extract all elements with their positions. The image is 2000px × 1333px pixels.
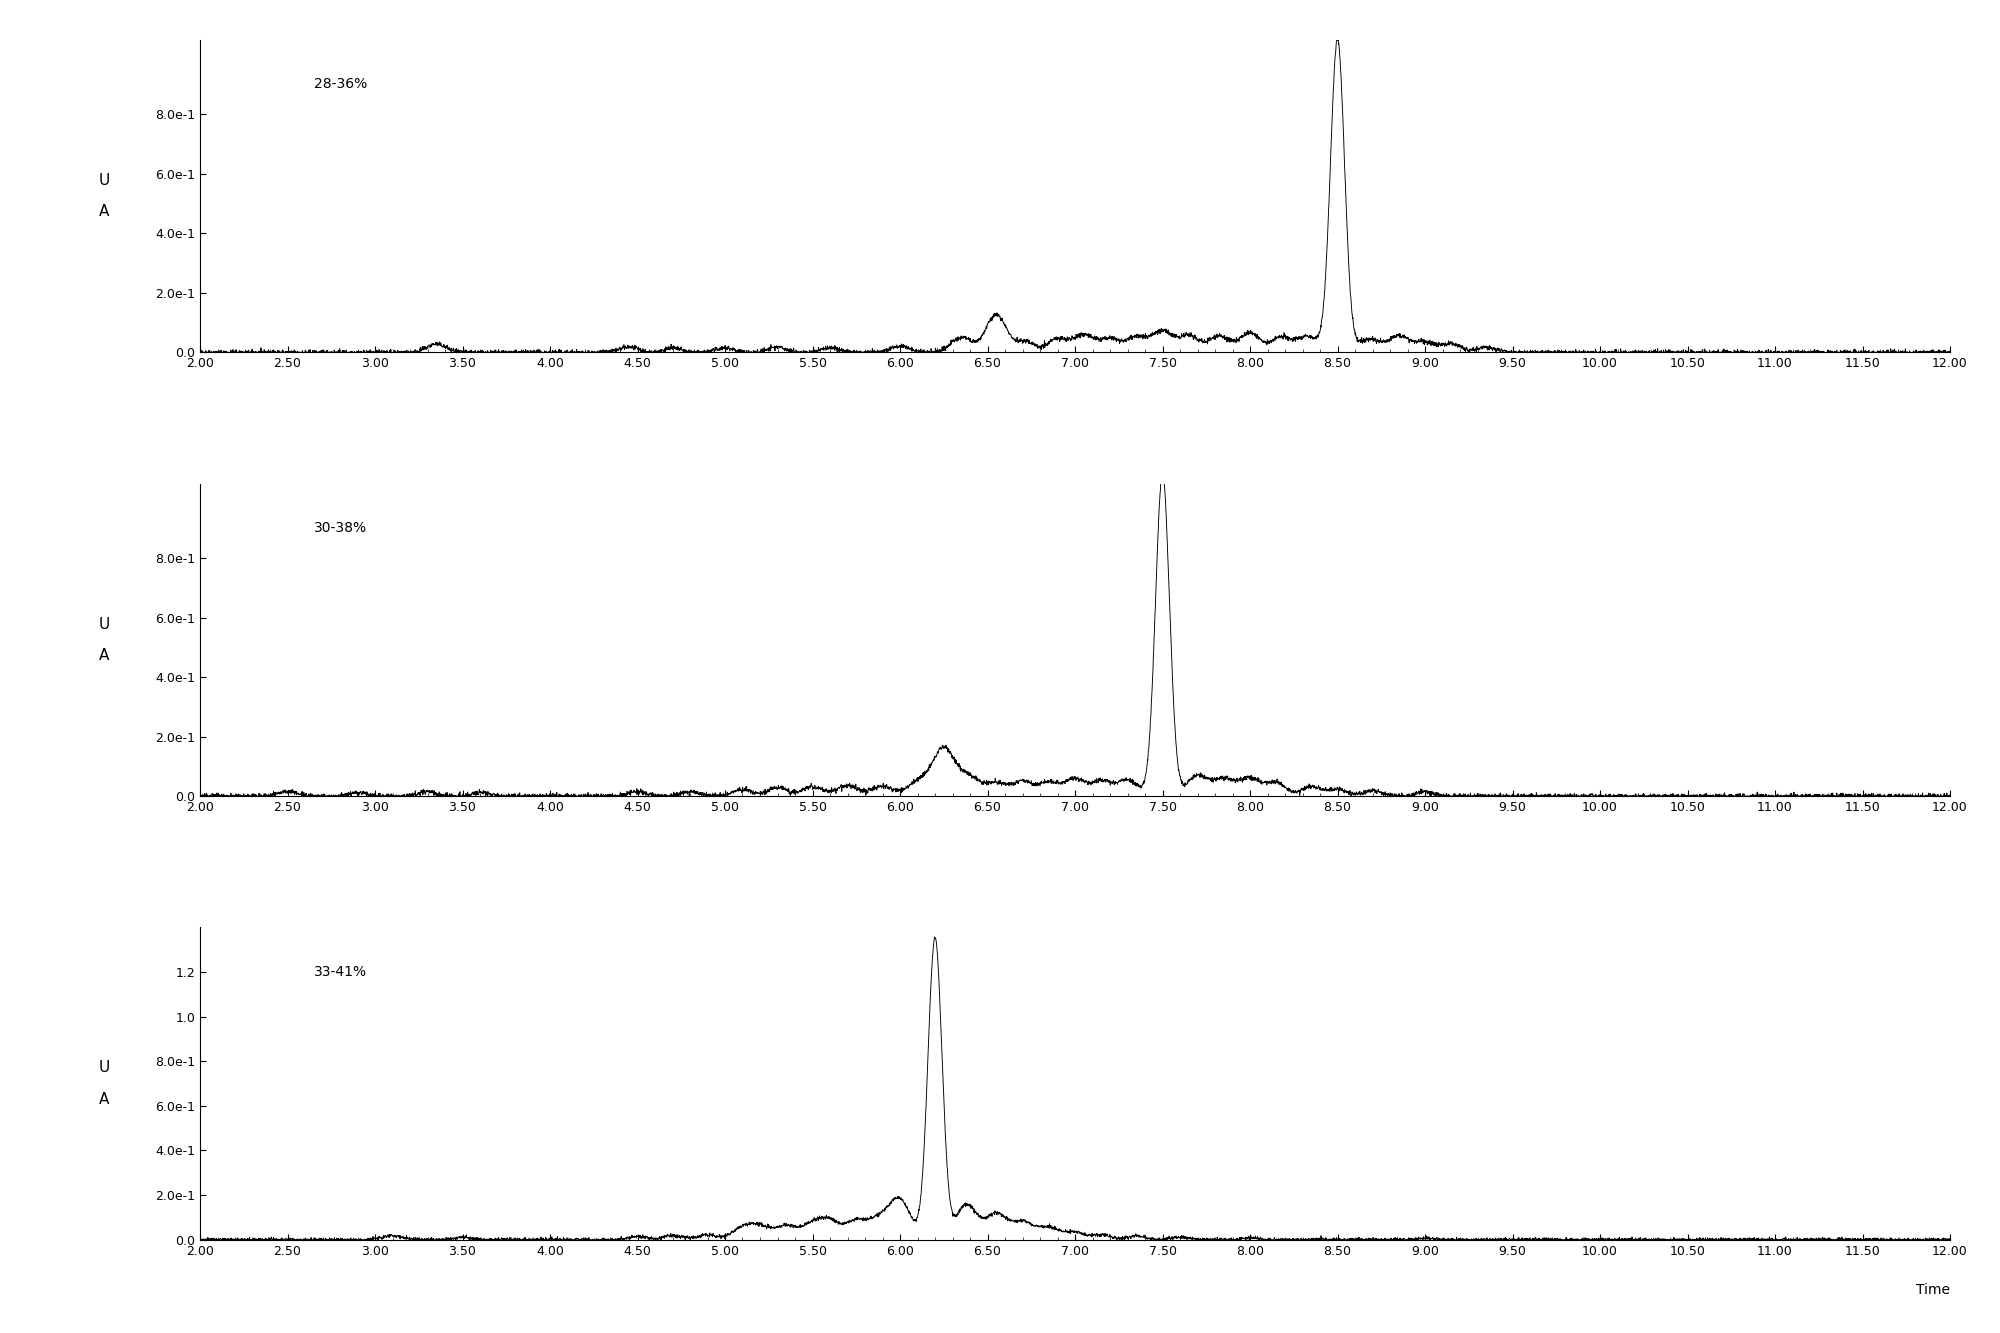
Text: A: A <box>98 204 108 220</box>
Text: 33-41%: 33-41% <box>314 965 366 978</box>
Text: A: A <box>98 1092 108 1106</box>
Text: 28-36%: 28-36% <box>314 77 368 92</box>
Text: U: U <box>98 1060 110 1076</box>
Text: U: U <box>98 173 110 188</box>
Text: 30-38%: 30-38% <box>314 521 366 535</box>
Text: A: A <box>98 648 108 663</box>
Text: U: U <box>98 617 110 632</box>
Text: Time: Time <box>1916 1284 1950 1297</box>
